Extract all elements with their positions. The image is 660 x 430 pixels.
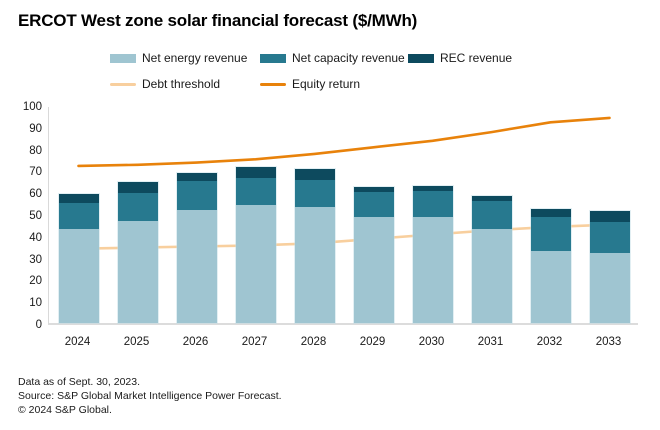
bar-2030 bbox=[412, 185, 453, 323]
bar-segment-2025-rec-revenue bbox=[117, 182, 158, 194]
bar-segment-2026-rec-revenue bbox=[176, 172, 217, 182]
net-capacity-revenue-swatch-icon bbox=[260, 53, 286, 63]
bar-segment-2028-net-energy-revenue bbox=[294, 207, 335, 323]
bar-2027 bbox=[235, 167, 276, 323]
bar-segment-2032-rec-revenue bbox=[530, 208, 571, 218]
bar-segment-2024-net-capacity-revenue bbox=[58, 203, 99, 230]
legend-label: Net capacity revenue bbox=[292, 51, 405, 65]
debt-threshold-line-swatch-icon bbox=[110, 82, 136, 86]
bar-2025 bbox=[117, 182, 158, 323]
footer-source: Source: S&P Global Market Intelligence P… bbox=[18, 390, 282, 403]
y-axis-tick-40: 40 bbox=[29, 231, 42, 244]
y-axis-tick-0: 0 bbox=[35, 319, 42, 331]
legend-item-debt-threshold: Debt threshold bbox=[110, 77, 260, 91]
y-axis-tick-60: 60 bbox=[29, 188, 42, 201]
bar-2026 bbox=[176, 172, 217, 323]
legend-item-net-energy-revenue: Net energy revenue bbox=[110, 51, 260, 65]
equity-return-line-swatch-icon bbox=[260, 82, 286, 86]
y-axis-tick-100: 100 bbox=[22, 101, 42, 113]
bar-2032 bbox=[530, 208, 571, 323]
legend-label: Debt threshold bbox=[142, 77, 221, 91]
bar-2024 bbox=[58, 194, 99, 323]
footer-copyright: © 2024 S&P Global. bbox=[18, 404, 112, 417]
legend-row-1: Net energy revenue Net capacity revenue … bbox=[110, 51, 512, 65]
footer-data-as-of: Data as of Sept. 30, 2023. bbox=[18, 376, 141, 388]
line-debt-threshold bbox=[77, 223, 611, 250]
bar-segment-2028-net-capacity-revenue bbox=[294, 180, 335, 208]
bar-2031 bbox=[471, 195, 512, 323]
x-axis-label-2031: 2031 bbox=[477, 336, 504, 348]
bar-segment-2031-rec-revenue bbox=[471, 195, 512, 201]
y-axis-tick-10: 10 bbox=[29, 297, 42, 310]
net-energy-revenue-swatch-icon bbox=[110, 53, 136, 63]
chart-title: ERCOT West zone solar financial forecast… bbox=[18, 11, 418, 30]
legend-label: Net energy revenue bbox=[142, 51, 248, 65]
bar-segment-2027-net-capacity-revenue bbox=[235, 178, 276, 206]
bar-segment-2030-rec-revenue bbox=[412, 185, 453, 192]
bar-segment-2027-net-energy-revenue bbox=[235, 205, 276, 323]
x-axis-label-2025: 2025 bbox=[123, 336, 150, 348]
x-axis-label-2029: 2029 bbox=[359, 336, 386, 348]
bar-segment-2033-net-capacity-revenue bbox=[589, 221, 630, 254]
footer: Data as of Sept. 30, 2023. Source: S&P G… bbox=[18, 375, 282, 418]
x-axis-label-2028: 2028 bbox=[300, 336, 327, 348]
y-axis-tick-90: 90 bbox=[29, 122, 42, 135]
rec-revenue-swatch-icon bbox=[408, 53, 434, 63]
bar-segment-2029-net-energy-revenue bbox=[353, 217, 394, 323]
legend-label: Equity return bbox=[292, 77, 361, 91]
bar-segment-2027-rec-revenue bbox=[235, 167, 276, 179]
bar-segment-2031-net-capacity-revenue bbox=[471, 200, 512, 230]
y-axis-tick-50: 50 bbox=[29, 210, 42, 222]
bar-segment-2025-net-energy-revenue bbox=[117, 220, 158, 323]
bar-segment-2033-net-energy-revenue bbox=[589, 253, 630, 323]
legend-item-rec-revenue: REC revenue bbox=[408, 51, 512, 65]
x-axis-label-2030: 2030 bbox=[418, 336, 445, 348]
bar-segment-2030-net-capacity-revenue bbox=[412, 191, 453, 218]
bar-segment-2024-rec-revenue bbox=[58, 194, 99, 204]
legend-item-equity-return: Equity return bbox=[260, 77, 360, 91]
bar-2033 bbox=[589, 210, 630, 323]
bar-segment-2029-net-capacity-revenue bbox=[353, 192, 394, 218]
bar-segment-2030-net-energy-revenue bbox=[412, 217, 453, 323]
legend-label: REC revenue bbox=[440, 51, 513, 65]
bar-segment-2028-rec-revenue bbox=[294, 169, 335, 181]
bar-segment-2032-net-energy-revenue bbox=[530, 251, 571, 323]
line-equity-return bbox=[77, 116, 611, 168]
bar-segment-2033-rec-revenue bbox=[589, 210, 630, 222]
legend-item-net-capacity-revenue: Net capacity revenue bbox=[260, 51, 408, 65]
bar-segment-2026-net-capacity-revenue bbox=[176, 181, 217, 210]
bar-segment-2024-net-energy-revenue bbox=[58, 229, 99, 323]
plot-area bbox=[48, 107, 638, 325]
bar-segment-2031-net-energy-revenue bbox=[471, 229, 512, 323]
y-axis-tick-20: 20 bbox=[29, 275, 42, 288]
bar-segment-2029-rec-revenue bbox=[353, 186, 394, 193]
x-axis-label-2026: 2026 bbox=[182, 336, 209, 348]
bar-segment-2025-net-capacity-revenue bbox=[117, 193, 158, 221]
x-axis-label-2024: 2024 bbox=[64, 336, 91, 348]
y-axis-tick-30: 30 bbox=[29, 253, 42, 266]
y-axis-tick-80: 80 bbox=[29, 144, 42, 157]
y-axis: 0 10 20 30 40 50 60 70 80 90 100 bbox=[0, 101, 42, 331]
y-axis-tick-70: 70 bbox=[29, 166, 42, 179]
x-axis-label-2027: 2027 bbox=[241, 336, 268, 348]
bar-segment-2032-net-capacity-revenue bbox=[530, 217, 571, 252]
bar-2028 bbox=[294, 169, 335, 323]
line-overlay bbox=[77, 116, 611, 250]
x-axis-label-2032: 2032 bbox=[536, 336, 563, 348]
legend-row-2: Debt threshold Equity return bbox=[110, 77, 360, 91]
bar-segment-2026-net-energy-revenue bbox=[176, 209, 217, 323]
x-axis: 2024 2025 2026 2027 2028 2029 2030 2031 2032 2033 bbox=[48, 336, 638, 352]
x-axis-label-2033: 2033 bbox=[595, 336, 622, 348]
bar-2029 bbox=[353, 186, 394, 323]
